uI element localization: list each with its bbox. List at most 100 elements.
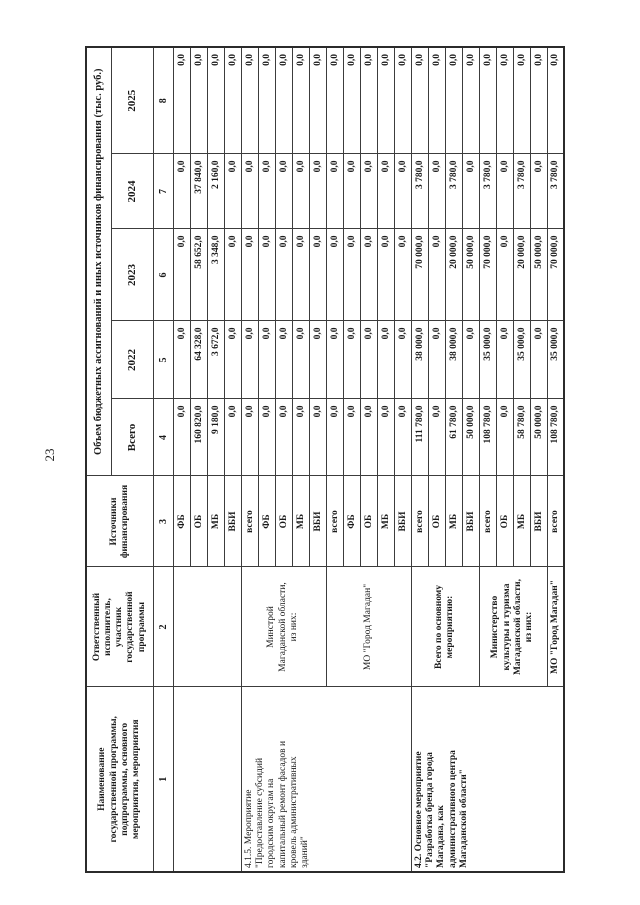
value-cell: 0,0 <box>292 154 309 229</box>
value-cell: 0,0 <box>258 399 275 476</box>
value-cell: 0,0 <box>309 46 326 154</box>
value-cell: 0,0 <box>496 46 513 154</box>
value-cell: 50 000,0 <box>530 229 547 321</box>
value-cell: 0,0 <box>394 154 411 229</box>
funding-source-cell: ФБ <box>173 476 190 567</box>
value-cell: 0,0 <box>173 154 190 229</box>
value-cell: 0,0 <box>292 321 309 399</box>
value-cell: 0,0 <box>326 321 343 399</box>
program-name-text: 4.1.5. Мероприятие "Предоставление субси… <box>243 740 311 868</box>
value-cell: 0,0 <box>530 46 547 154</box>
value-cell: 2 160,0 <box>207 154 224 229</box>
value-cell: 0,0 <box>326 399 343 476</box>
value-cell: 0,0 <box>462 46 479 154</box>
value-cell: 0,0 <box>309 321 326 399</box>
value-cell: 0,0 <box>343 154 360 229</box>
value-cell: 50 000,0 <box>462 229 479 321</box>
program-name-cell <box>173 687 241 872</box>
value-cell: 3 780,0 <box>445 154 462 229</box>
value-cell: 111 780,0 <box>411 399 428 476</box>
value-cell: 0,0 <box>241 321 258 399</box>
header-year-total: Всего <box>111 399 153 476</box>
value-cell: 0,0 <box>207 46 224 154</box>
funding-source-cell: всего <box>411 476 428 567</box>
value-cell: 3 348,0 <box>207 229 224 321</box>
value-cell: 0,0 <box>224 46 241 154</box>
funding-source-cell: МБ <box>445 476 462 567</box>
value-cell: 58 780,0 <box>513 399 530 476</box>
value-cell: 0,0 <box>530 154 547 229</box>
value-cell: 70 000,0 <box>411 229 428 321</box>
value-cell: 0,0 <box>547 46 564 154</box>
value-cell: 50 000,0 <box>462 399 479 476</box>
value-cell: 0,0 <box>275 154 292 229</box>
funding-source-cell: всего <box>241 476 258 567</box>
value-cell: 0,0 <box>496 321 513 399</box>
value-cell: 0,0 <box>190 46 207 154</box>
funding-source-cell: всего <box>547 476 564 567</box>
value-cell: 0,0 <box>275 321 292 399</box>
value-cell: 0,0 <box>428 399 445 476</box>
value-cell: 160 820,0 <box>190 399 207 476</box>
header-year-2025: 2025 <box>111 46 153 154</box>
column-number: 6 <box>153 229 173 321</box>
value-cell: 0,0 <box>513 46 530 154</box>
funding-source-cell: всего <box>479 476 496 567</box>
value-cell: 35 000,0 <box>513 321 530 399</box>
header-budget-volume: Объем бюджетных ассигнований и иных исто… <box>86 46 111 476</box>
value-cell: 0,0 <box>360 46 377 154</box>
value-cell: 3 780,0 <box>479 154 496 229</box>
column-number: 5 <box>153 321 173 399</box>
page-number: 23 <box>42 448 57 462</box>
program-name-cell: 4.1.5. Мероприятие "Предоставление субси… <box>241 687 411 872</box>
funding-source-cell: ОБ <box>428 476 445 567</box>
table-row: 4.2. Основное мероприятие "Разработка бр… <box>411 46 564 872</box>
funding-source-cell: ВБИ <box>309 476 326 567</box>
executor-cell: МО "Город Магадан" <box>326 567 411 687</box>
value-cell: 0,0 <box>462 321 479 399</box>
column-number: 2 <box>153 567 173 687</box>
value-cell: 0,0 <box>258 321 275 399</box>
funding-source-cell: ВБИ <box>224 476 241 567</box>
value-cell: 0,0 <box>462 154 479 229</box>
value-cell: 0,0 <box>428 46 445 154</box>
column-number: 3 <box>153 476 173 567</box>
value-cell: 0,0 <box>377 399 394 476</box>
value-cell: 0,0 <box>343 399 360 476</box>
header-executor: Ответственный исполнитель, участник госу… <box>86 567 153 687</box>
value-cell: 0,0 <box>496 229 513 321</box>
value-cell: 70 000,0 <box>547 229 564 321</box>
value-cell: 0,0 <box>309 399 326 476</box>
value-cell: 9 180,0 <box>207 399 224 476</box>
table-body: Наименование государственной программы, … <box>86 46 564 872</box>
value-cell: 38 000,0 <box>411 321 428 399</box>
value-cell: 0,0 <box>309 229 326 321</box>
funding-source-cell: МБ <box>207 476 224 567</box>
value-cell: 37 840,0 <box>190 154 207 229</box>
value-cell: 0,0 <box>428 321 445 399</box>
value-cell: 0,0 <box>292 46 309 154</box>
funding-source-cell: ОБ <box>496 476 513 567</box>
value-cell: 0,0 <box>241 399 258 476</box>
funding-source-cell: ОБ <box>190 476 207 567</box>
value-cell: 35 000,0 <box>547 321 564 399</box>
value-cell: 0,0 <box>275 399 292 476</box>
funding-source-cell: ФБ <box>258 476 275 567</box>
rotated-table-container: Наименование государственной программы, … <box>85 45 565 873</box>
header-year-2024: 2024 <box>111 154 153 229</box>
value-cell: 0,0 <box>530 321 547 399</box>
funding-source-cell: ВБИ <box>394 476 411 567</box>
value-cell: 0,0 <box>275 229 292 321</box>
funding-source-cell: ОБ <box>360 476 377 567</box>
value-cell: 0,0 <box>326 46 343 154</box>
column-number: 4 <box>153 399 173 476</box>
column-number: 8 <box>153 46 173 154</box>
value-cell: 0,0 <box>377 321 394 399</box>
column-number: 1 <box>153 687 173 872</box>
value-cell: 58 652,0 <box>190 229 207 321</box>
value-cell: 0,0 <box>241 154 258 229</box>
value-cell: 0,0 <box>224 229 241 321</box>
funding-source-cell: МБ <box>377 476 394 567</box>
value-cell: 0,0 <box>173 46 190 154</box>
